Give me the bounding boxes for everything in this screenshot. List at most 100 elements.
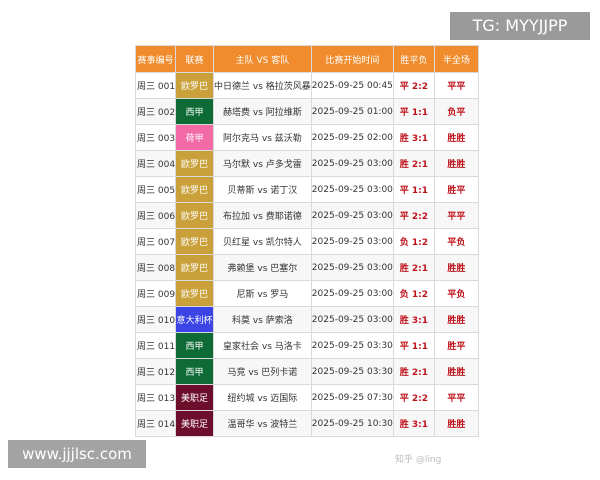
match-id: 周三 004 <box>134 150 177 177</box>
header-time: 比赛开始时间 <box>310 45 394 73</box>
match-id: 周三 009 <box>134 280 177 307</box>
table-row: 周三 012 西甲 马竞 vs 巴列卡诺 2025-09-25 03:30 胜 2:1 胜… <box>134 358 479 385</box>
table-row: 周三 007 欧罗巴 贝红星 vs 凯尔特人 2025-09-25 03:00 负 1:… <box>134 228 479 255</box>
result-cell: 平 2:2 <box>392 384 435 411</box>
header-teams: 主队 VS 客队 <box>213 45 312 73</box>
table-row: 周三 004 欧罗巴 马尔默 vs 卢多戈雷 2025-09-25 03:00 胜 2:… <box>134 150 479 177</box>
time-cell: 2025-09-25 01:00 <box>310 98 394 125</box>
halffull-cell: 胜平 <box>433 332 479 359</box>
teams-cell: 皇家社会 vs 马洛卡 <box>213 332 312 359</box>
league-cell: 欧罗巴 <box>175 72 215 99</box>
table-row: 周三 006 欧罗巴 布拉加 vs 费耶诺德 2025-09-25 03:00 平 2:… <box>134 202 479 229</box>
header-result: 胜平负 <box>392 45 435 73</box>
time-cell: 2025-09-25 03:00 <box>310 254 394 281</box>
time-cell: 2025-09-25 03:00 <box>310 176 394 203</box>
halffull-cell: 胜胜 <box>433 358 479 385</box>
halffull-cell: 负平 <box>433 98 479 125</box>
time-cell: 2025-09-25 03:00 <box>310 228 394 255</box>
league-cell: 西甲 <box>175 332 215 359</box>
halffull-cell: 胜平 <box>433 176 479 203</box>
teams-cell: 马尔默 vs 卢多戈雷 <box>213 150 312 177</box>
league-cell: 意大利杯 <box>175 306 215 333</box>
halffull-cell: 平平 <box>433 202 479 229</box>
league-cell: 西甲 <box>175 98 215 125</box>
result-cell: 胜 2:1 <box>392 254 435 281</box>
table-row: 周三 003 荷甲 阿尔克马 vs 兹沃勒 2025-09-25 02:00 胜 3:1… <box>134 124 479 151</box>
league-cell: 欧罗巴 <box>175 228 215 255</box>
teams-cell: 温哥华 vs 波特兰 <box>213 410 312 437</box>
time-cell: 2025-09-25 03:30 <box>310 332 394 359</box>
halffull-cell: 胜胜 <box>433 150 479 177</box>
match-id: 周三 003 <box>134 124 177 151</box>
time-cell: 2025-09-25 03:00 <box>310 202 394 229</box>
teams-cell: 布拉加 vs 费耶诺德 <box>213 202 312 229</box>
league-cell: 西甲 <box>175 358 215 385</box>
result-cell: 平 1:1 <box>392 176 435 203</box>
teams-cell: 纽约城 vs 迈国际 <box>213 384 312 411</box>
result-cell: 平 2:2 <box>392 202 435 229</box>
teams-cell: 贝红星 vs 凯尔特人 <box>213 228 312 255</box>
halffull-cell: 平平 <box>433 72 479 99</box>
time-cell: 2025-09-25 02:00 <box>310 124 394 151</box>
teams-cell: 科莫 vs 萨索洛 <box>213 306 312 333</box>
match-id: 周三 011 <box>134 332 177 359</box>
result-cell: 胜 3:1 <box>392 306 435 333</box>
site-url-label: www.jjjlsc.com <box>8 440 146 468</box>
tg-label: TG: MYYJJPP <box>450 12 590 40</box>
teams-cell: 赫塔费 vs 阿拉维斯 <box>213 98 312 125</box>
header-halffull: 半全场 <box>433 45 479 73</box>
result-cell: 负 1:2 <box>392 228 435 255</box>
result-cell: 平 1:1 <box>392 98 435 125</box>
match-table: 赛事编号 联赛 主队 VS 客队 比赛开始时间 胜平负 半全场 周三 001 欧罗巴 中日德兰… <box>134 45 479 437</box>
header-id: 赛事编号 <box>134 45 177 73</box>
time-cell: 2025-09-25 10:30 <box>310 410 394 437</box>
table-row: 周三 005 欧罗巴 贝蒂斯 vs 诺丁汉 2025-09-25 03:00 平 1:1… <box>134 176 479 203</box>
teams-cell: 尼斯 vs 罗马 <box>213 280 312 307</box>
match-id: 周三 010 <box>134 306 177 333</box>
league-cell: 欧罗巴 <box>175 254 215 281</box>
match-id: 周三 001 <box>134 72 177 99</box>
match-id: 周三 012 <box>134 358 177 385</box>
result-cell: 胜 3:1 <box>392 410 435 437</box>
table-row: 周三 009 欧罗巴 尼斯 vs 罗马 2025-09-25 03:00 负 1:2 平负 <box>134 280 479 307</box>
league-cell: 欧罗巴 <box>175 202 215 229</box>
teams-cell: 贝蒂斯 vs 诺丁汉 <box>213 176 312 203</box>
result-cell: 胜 3:1 <box>392 124 435 151</box>
watermark: 知乎 @ling <box>395 455 442 465</box>
halffull-cell: 胜胜 <box>433 410 479 437</box>
teams-cell: 阿尔克马 vs 兹沃勒 <box>213 124 312 151</box>
teams-cell: 弗赖堡 vs 巴塞尔 <box>213 254 312 281</box>
match-id: 周三 006 <box>134 202 177 229</box>
league-cell: 美职足 <box>175 410 215 437</box>
table-row: 周三 001 欧罗巴 中日德兰 vs 格拉茨风暴 2025-09-25 00:45 平 … <box>134 72 479 99</box>
result-cell: 胜 2:1 <box>392 358 435 385</box>
match-id: 周三 002 <box>134 98 177 125</box>
match-id: 周三 013 <box>134 384 177 411</box>
league-cell: 荷甲 <box>175 124 215 151</box>
halffull-cell: 胜胜 <box>433 254 479 281</box>
time-cell: 2025-09-25 03:00 <box>310 150 394 177</box>
time-cell: 2025-09-25 03:00 <box>310 280 394 307</box>
teams-cell: 中日德兰 vs 格拉茨风暴 <box>213 72 312 99</box>
table-row: 周三 013 美职足 纽约城 vs 迈国际 2025-09-25 07:30 平 2:2… <box>134 384 479 411</box>
halffull-cell: 胜胜 <box>433 124 479 151</box>
halffull-cell: 胜胜 <box>433 306 479 333</box>
header-league: 联赛 <box>175 45 215 73</box>
time-cell: 2025-09-25 07:30 <box>310 384 394 411</box>
match-id: 周三 005 <box>134 176 177 203</box>
time-cell: 2025-09-25 03:00 <box>310 306 394 333</box>
table-row: 周三 002 西甲 赫塔费 vs 阿拉维斯 2025-09-25 01:00 平 1:1… <box>134 98 479 125</box>
table-row: 周三 010 意大利杯 科莫 vs 萨索洛 2025-09-25 03:00 胜 3:1… <box>134 306 479 333</box>
league-cell: 欧罗巴 <box>175 280 215 307</box>
halffull-cell: 平负 <box>433 228 479 255</box>
halffull-cell: 平平 <box>433 384 479 411</box>
time-cell: 2025-09-25 03:30 <box>310 358 394 385</box>
match-id: 周三 007 <box>134 228 177 255</box>
match-id: 周三 014 <box>134 410 177 437</box>
table-row: 周三 011 西甲 皇家社会 vs 马洛卡 2025-09-25 03:30 平 1:1… <box>134 332 479 359</box>
result-cell: 胜 2:1 <box>392 150 435 177</box>
match-id: 周三 008 <box>134 254 177 281</box>
halffull-cell: 平负 <box>433 280 479 307</box>
result-cell: 平 1:1 <box>392 332 435 359</box>
teams-cell: 马竞 vs 巴列卡诺 <box>213 358 312 385</box>
